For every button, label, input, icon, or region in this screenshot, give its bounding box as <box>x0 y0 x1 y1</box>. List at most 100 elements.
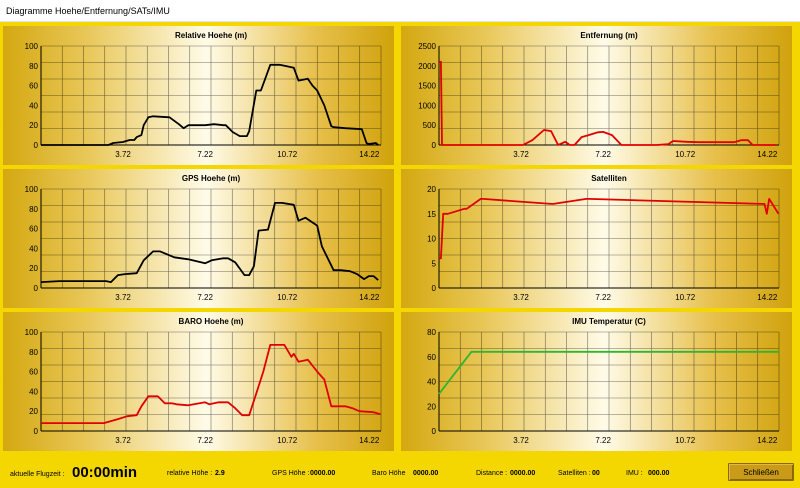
y-tick-label: 2500 <box>418 42 436 51</box>
flugzeit-label: aktuelle Flugzeit : <box>10 471 65 478</box>
y-tick-label: 80 <box>29 62 38 71</box>
x-tick-label: 10.72 <box>277 293 298 302</box>
x-tick-label: 14.22 <box>359 293 380 302</box>
y-tick-label: 60 <box>427 353 436 362</box>
baro-hoehe-label: Baro Höhe <box>372 470 406 477</box>
x-tick-label: 10.72 <box>675 293 696 302</box>
rel-hoehe-value: 2.9 <box>215 470 225 477</box>
status-bar: aktuelle Flugzeit : 00:00min relative Hö… <box>0 458 800 488</box>
y-tick-label: 20 <box>427 402 436 411</box>
x-tick-label: 14.22 <box>757 150 778 159</box>
y-tick-label: 60 <box>29 82 38 91</box>
satelliten-label: Satelliten : <box>558 470 591 477</box>
x-tick-label: 10.72 <box>675 150 696 159</box>
series-line <box>41 63 379 146</box>
y-tick-label: 20 <box>29 264 38 273</box>
y-tick-label: 20 <box>29 407 38 416</box>
grid <box>40 331 382 432</box>
y-tick-label: 40 <box>427 378 436 387</box>
chart-title: Satelliten <box>591 174 627 183</box>
y-tick-label: 5 <box>432 259 437 268</box>
chart-imu-temperatur: IMU Temperatur (C) 0 20 40 60 80 3.72 7.22 10.72… <box>427 317 780 445</box>
baro-hoehe-value: 0000.00 <box>413 470 439 477</box>
y-tick-label: 10 <box>427 235 436 244</box>
panel-relative-hoehe: Relative Hoehe (m) 0 20 40 60 80 100 3.72 7.22 10… <box>3 26 394 165</box>
x-tick-label: 7.22 <box>197 436 213 445</box>
y-tick-label: 0 <box>432 427 437 436</box>
panel-satelliten: Satelliten 0 5 10 15 20 3.72 7.22 10.72 14.22 <box>401 169 792 308</box>
x-tick-label: 14.22 <box>757 293 778 302</box>
grid <box>438 331 780 432</box>
grid <box>40 45 382 146</box>
chart-title: Relative Hoehe (m) <box>175 31 247 40</box>
x-tick-label: 10.72 <box>277 436 298 445</box>
x-tick-label: 7.22 <box>595 293 611 302</box>
window-title: Diagramme Hoehe/Entfernung/SATs/IMU <box>0 0 800 22</box>
x-tick-label: 3.72 <box>115 436 131 445</box>
chart-title: GPS Hoehe (m) <box>182 174 241 183</box>
imu-label: IMU : <box>626 470 643 477</box>
y-tick-label: 0 <box>34 427 39 436</box>
y-tick-label: 80 <box>29 348 38 357</box>
y-tick-label: 80 <box>427 328 436 337</box>
x-tick-label: 7.22 <box>595 436 611 445</box>
x-tick-label: 7.22 <box>595 150 611 159</box>
flugzeit-value: 00:00min <box>72 464 138 481</box>
y-tick-label: 1000 <box>418 101 436 110</box>
y-tick-label: 1500 <box>418 82 436 91</box>
imu-value: 000.00 <box>648 470 670 477</box>
series-line <box>40 202 379 283</box>
x-tick-label: 14.22 <box>757 436 778 445</box>
chart-entfernung: Entfernung (m) 0 500 1000 1500 2000 2500 3.72 7.… <box>418 31 780 159</box>
distance-label: Distance : <box>476 470 508 477</box>
y-tick-label: 40 <box>29 387 38 396</box>
x-tick-label: 14.22 <box>359 436 380 445</box>
y-tick-label: 40 <box>29 244 38 253</box>
chart-relative-hoehe: Relative Hoehe (m) 0 20 40 60 80 100 3.72 7.22 10… <box>25 31 382 159</box>
y-tick-label: 2000 <box>418 62 436 71</box>
y-tick-label: 500 <box>423 121 437 130</box>
chart-title: BARO Hoehe (m) <box>179 317 244 326</box>
y-tick-label: 0 <box>34 141 39 150</box>
grid <box>40 188 382 289</box>
chart-satelliten: Satelliten 0 5 10 15 20 3.72 7.22 10.72 14.22 <box>427 174 780 302</box>
x-tick-label: 14.22 <box>359 150 380 159</box>
y-tick-label: 15 <box>427 210 436 219</box>
y-tick-label: 100 <box>25 328 39 337</box>
panel-gps-hoehe: GPS Hoehe (m) 0 20 40 60 80 100 3.72 7.22 10.72 14… <box>3 169 394 308</box>
y-tick-label: 20 <box>29 121 38 130</box>
chart-gps-hoehe: GPS Hoehe (m) 0 20 40 60 80 100 3.72 7.22 10.72 14… <box>25 174 382 302</box>
x-tick-label: 10.72 <box>675 436 696 445</box>
diagram-area: Relative Hoehe (m) 0 20 40 60 80 100 3.72 7.22 10… <box>0 22 800 488</box>
x-tick-label: 3.72 <box>115 293 131 302</box>
x-tick-label: 7.22 <box>197 150 213 159</box>
satelliten-value: 00 <box>592 470 600 477</box>
x-tick-label: 3.72 <box>513 436 529 445</box>
x-tick-label: 3.72 <box>513 293 529 302</box>
y-tick-label: 60 <box>29 368 38 377</box>
panel-entfernung: Entfernung (m) 0 500 1000 1500 2000 2500 3.72 7.… <box>401 26 792 165</box>
series-line <box>438 350 779 395</box>
y-tick-label: 20 <box>427 185 436 194</box>
y-tick-label: 0 <box>34 284 39 293</box>
y-tick-label: 100 <box>25 42 39 51</box>
y-tick-label: 100 <box>25 185 39 194</box>
gps-hoehe-value: 0000.00 <box>310 470 336 477</box>
close-button[interactable]: Schließen <box>728 463 794 481</box>
chart-title: IMU Temperatur (C) <box>572 317 646 326</box>
x-tick-label: 7.22 <box>197 293 213 302</box>
grid <box>438 188 780 289</box>
y-tick-label: 0 <box>432 284 437 293</box>
series-line <box>439 197 780 260</box>
panel-baro-hoehe: BARO Hoehe (m) 0 20 40 60 80 100 3.72 7.22 10.72 1… <box>3 312 394 451</box>
panel-imu-temperatur: IMU Temperatur (C) 0 20 40 60 80 3.72 7.22 10.72… <box>401 312 792 451</box>
chart-title: Entfernung (m) <box>580 31 638 40</box>
x-tick-label: 3.72 <box>513 150 529 159</box>
chart-baro-hoehe: BARO Hoehe (m) 0 20 40 60 80 100 3.72 7.22 10.72 1… <box>25 317 382 445</box>
series-line <box>439 60 777 146</box>
rel-hoehe-label: relative Höhe : <box>167 470 213 477</box>
gps-hoehe-label: GPS Höhe : <box>272 470 310 477</box>
distance-value: 0000.00 <box>510 470 536 477</box>
y-tick-label: 80 <box>29 205 38 214</box>
y-tick-label: 60 <box>29 225 38 234</box>
